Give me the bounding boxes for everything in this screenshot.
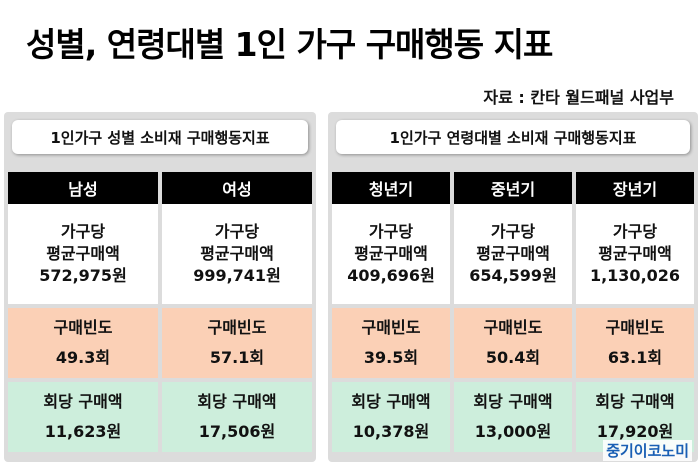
source-note: 자료 : 칸타 월드패널 사업부 — [483, 88, 674, 107]
avg-label-line2: 평균구매액 — [46, 244, 120, 263]
freq-label: 구매빈도 — [361, 318, 421, 337]
freq-value: 49.3회 — [55, 348, 111, 367]
age-panel-title: 1인가구 연령대별 소비재 구매행동지표 — [336, 120, 690, 154]
per-visit-cell: 회당 구매액 17,506원 — [162, 382, 312, 452]
avg-value: 1,130,026 — [589, 266, 681, 285]
avg-value: 999,741원 — [193, 266, 281, 285]
gender-columns: 남성 가구당 평균구매액 572,975원 구매빈도 49.3회 회당 구매액 … — [8, 172, 312, 452]
age-panel: 1인가구 연령대별 소비재 구매행동지표 청년기 가구당 평균구매액 409,6… — [328, 112, 698, 462]
column-header: 중년기 — [454, 172, 572, 204]
frequency-cell: 구매빈도 39.5회 — [332, 308, 450, 378]
column-header: 장년기 — [576, 172, 694, 204]
freq-label: 구매빈도 — [483, 318, 543, 337]
freq-value: 39.5회 — [363, 348, 419, 367]
column-header: 여성 — [162, 172, 312, 204]
avg-label-line2: 평균구매액 — [476, 244, 550, 263]
avg-label-line2: 평균구매액 — [354, 244, 428, 263]
per-label: 회당 구매액 — [197, 392, 277, 411]
frequency-cell: 구매빈도 63.1회 — [576, 308, 694, 378]
freq-label: 구매빈도 — [605, 318, 665, 337]
per-value: 10,378원 — [352, 422, 430, 441]
column-young: 청년기 가구당 평균구매액 409,696원 구매빈도 39.5회 회당 구매액… — [332, 172, 450, 452]
per-label: 회당 구매액 — [351, 392, 431, 411]
gender-panel-title: 1인가구 성별 소비재 구매행동지표 — [12, 120, 308, 154]
avg-purchase-cell: 가구당 평균구매액 572,975원 — [8, 204, 158, 304]
per-value: 11,623원 — [44, 422, 122, 441]
column-female: 여성 가구당 평균구매액 999,741원 구매빈도 57.1회 회당 구매액 … — [162, 172, 312, 452]
freq-label: 구매빈도 — [53, 318, 113, 337]
avg-value: 572,975원 — [39, 266, 127, 285]
avg-purchase-cell: 가구당 평균구매액 409,696원 — [332, 204, 450, 304]
avg-label-line1: 가구당 — [60, 222, 106, 241]
avg-purchase-cell: 가구당 평균구매액 654,599원 — [454, 204, 572, 304]
column-middle-aged: 중년기 가구당 평균구매액 654,599원 구매빈도 50.4회 회당 구매액… — [454, 172, 572, 452]
avg-label-line2: 평균구매액 — [200, 244, 274, 263]
avg-label-line2: 평균구매액 — [598, 244, 672, 263]
per-visit-cell: 회당 구매액 10,378원 — [332, 382, 450, 452]
avg-value: 654,599원 — [469, 266, 557, 285]
column-senior: 장년기 가구당 평균구매액 1,130,026 구매빈도 63.1회 회당 구매… — [576, 172, 694, 452]
per-value: 13,000원 — [474, 422, 552, 441]
frequency-cell: 구매빈도 57.1회 — [162, 308, 312, 378]
column-male: 남성 가구당 평균구매액 572,975원 구매빈도 49.3회 회당 구매액 … — [8, 172, 158, 452]
freq-value: 63.1회 — [607, 348, 663, 367]
freq-value: 57.1회 — [209, 348, 265, 367]
per-value: 17,920원 — [596, 422, 674, 441]
avg-label-line1: 가구당 — [214, 222, 260, 241]
per-label: 회당 구매액 — [595, 392, 675, 411]
freq-label: 구매빈도 — [207, 318, 267, 337]
gender-panel: 1인가구 성별 소비재 구매행동지표 남성 가구당 평균구매액 572,975원… — [4, 112, 316, 462]
brand-logo: 중기이코노미 — [603, 440, 692, 461]
avg-purchase-cell: 가구당 평균구매액 1,130,026 — [576, 204, 694, 304]
frequency-cell: 구매빈도 49.3회 — [8, 308, 158, 378]
avg-label-line1: 가구당 — [490, 222, 536, 241]
column-header: 청년기 — [332, 172, 450, 204]
avg-value: 409,696원 — [347, 266, 435, 285]
per-label: 회당 구매액 — [473, 392, 553, 411]
per-visit-cell: 회당 구매액 11,623원 — [8, 382, 158, 452]
avg-label-line1: 가구당 — [612, 222, 658, 241]
avg-label-line1: 가구당 — [368, 222, 414, 241]
per-label: 회당 구매액 — [43, 392, 123, 411]
freq-value: 50.4회 — [485, 348, 541, 367]
column-header: 남성 — [8, 172, 158, 204]
per-visit-cell: 회당 구매액 13,000원 — [454, 382, 572, 452]
page-title: 성별, 연령대별 1인 가구 구매행동 지표 — [26, 25, 553, 64]
age-columns: 청년기 가구당 평균구매액 409,696원 구매빈도 39.5회 회당 구매액… — [332, 172, 694, 452]
avg-purchase-cell: 가구당 평균구매액 999,741원 — [162, 204, 312, 304]
frequency-cell: 구매빈도 50.4회 — [454, 308, 572, 378]
per-value: 17,506원 — [198, 422, 276, 441]
